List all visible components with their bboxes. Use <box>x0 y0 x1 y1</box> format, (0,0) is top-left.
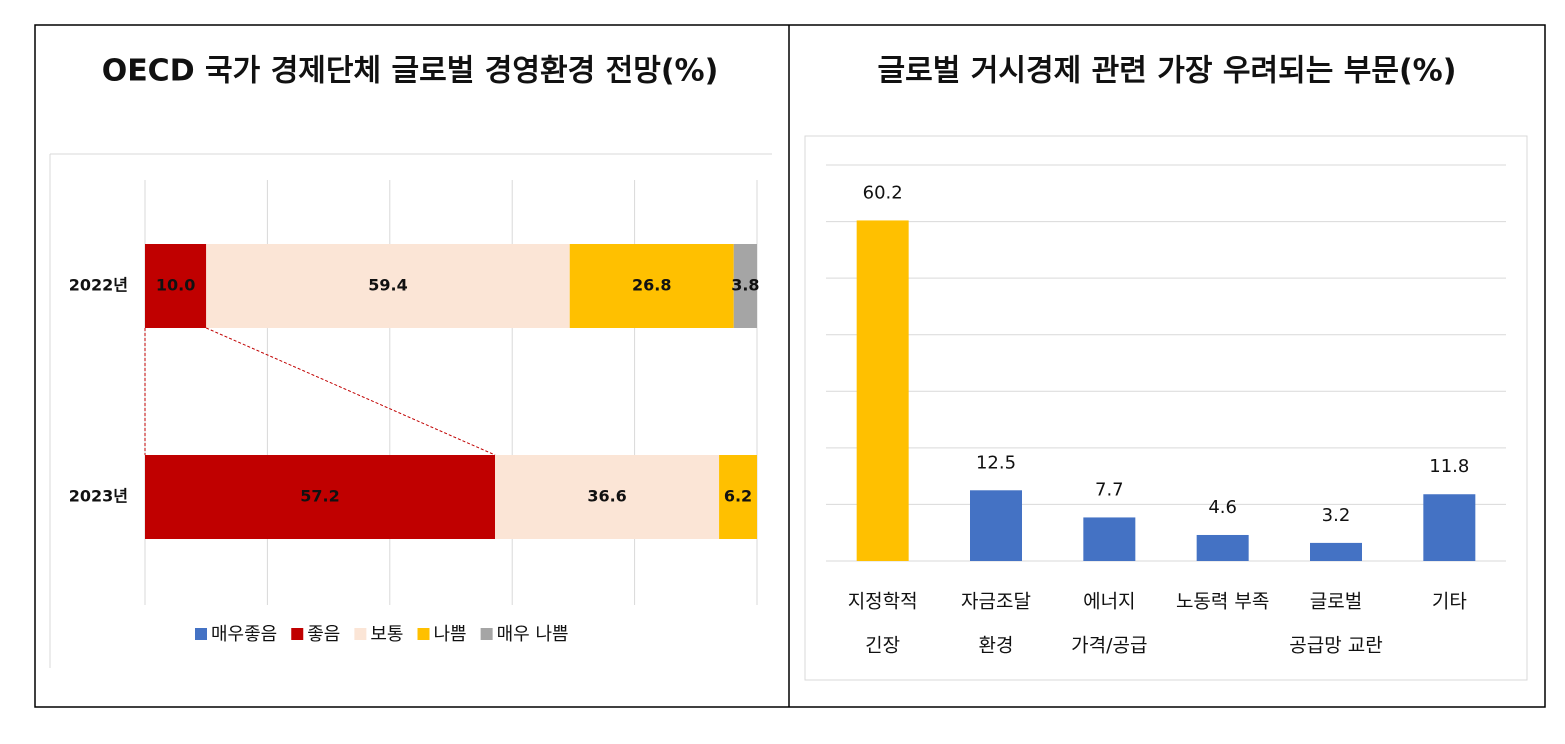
data-label: 12.5 <box>976 452 1016 473</box>
x-tick-label: 에너지 <box>1083 591 1135 613</box>
legend-label: 매우좋음 <box>211 624 277 645</box>
bar <box>1083 517 1136 561</box>
bar-segment <box>569 244 734 328</box>
legend-swatch <box>354 628 367 640</box>
data-label: 6.2 <box>724 487 752 506</box>
legend-swatch <box>291 628 304 640</box>
data-label: 36.6 <box>587 487 626 506</box>
bar <box>1310 542 1362 561</box>
bar-segment <box>145 244 207 328</box>
connector <box>205 327 496 456</box>
legend-label: 보통 <box>370 624 403 645</box>
legend-label: 나쁨 <box>434 624 467 645</box>
bar <box>1196 534 1249 561</box>
bar-segment <box>206 244 570 328</box>
x-tick-label: 글로벌 <box>1310 591 1362 613</box>
y-tick-label: 2023년 <box>69 487 128 506</box>
bar <box>970 490 1022 561</box>
bar-segment <box>733 244 757 328</box>
data-label: 26.8 <box>632 276 671 295</box>
bar <box>856 220 909 561</box>
bar <box>1423 494 1476 561</box>
data-label: 4.6 <box>1208 497 1237 518</box>
data-label: 10.0 <box>156 276 195 295</box>
data-label: 59.4 <box>368 276 407 295</box>
chart-title: 글로벌 거시경제 관련 가장 우려되는 부문(%) <box>878 54 1457 89</box>
bar-segment <box>145 455 496 539</box>
data-label: 3.8 <box>731 276 759 295</box>
y-tick-label: 2022년 <box>69 276 128 295</box>
x-tick-label: 지정학적 <box>848 591 918 613</box>
data-label: 11.8 <box>1429 456 1469 477</box>
data-label: 3.2 <box>1322 505 1351 526</box>
x-tick-label: 자금조달 <box>961 591 1031 613</box>
legend-label: 좋음 <box>307 624 340 645</box>
x-tick-label: 가격/공급 <box>1071 635 1147 657</box>
chart-area <box>804 135 1528 681</box>
legend-swatch <box>195 628 207 640</box>
data-label: 57.2 <box>300 487 339 506</box>
data-label: 60.2 <box>863 182 903 203</box>
chart-title: OECD 국가 경제단체 글로벌 경영환경 전망(%) <box>102 54 719 89</box>
bar-segment <box>719 455 757 539</box>
legend-swatch <box>480 628 493 640</box>
x-tick-label: 노동력 부족 <box>1176 591 1269 613</box>
x-tick-label: 환경 <box>979 635 1014 657</box>
data-label: 7.7 <box>1095 479 1124 500</box>
x-tick-label: 긴장 <box>865 635 900 657</box>
legend-swatch <box>417 628 430 640</box>
x-tick-label: 기타 <box>1432 591 1467 613</box>
legend-label: 매우 나쁨 <box>497 624 569 645</box>
x-tick-label: 공급망 교란 <box>1289 635 1382 657</box>
frame <box>34 24 1546 708</box>
bar-segment <box>495 455 720 539</box>
